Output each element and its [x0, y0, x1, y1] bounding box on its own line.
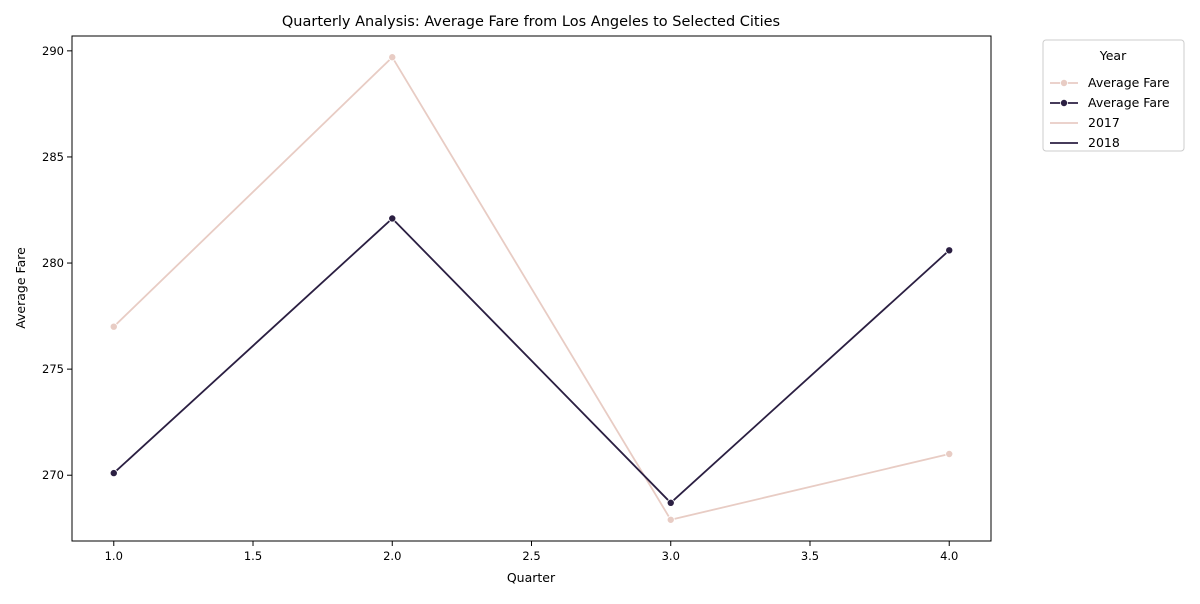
- data-point-2018-4: [945, 246, 954, 255]
- legend-frame: [1042, 39, 1185, 152]
- legend-label: Average Fare: [1088, 75, 1170, 90]
- legend-label: 2018: [1088, 135, 1120, 150]
- y-axis-label: Average Fare: [13, 247, 28, 329]
- plot-area: [109, 53, 954, 524]
- y-tick-label: 270: [42, 468, 64, 482]
- legend-swatch-marker: [1060, 99, 1069, 108]
- data-point-2017-2: [388, 53, 397, 62]
- data-point-2018-1: [109, 469, 118, 478]
- x-axis: 1.0 1.5 2.0 2.5 3.0 3.5 4.0: [105, 541, 958, 563]
- y-axis: 270 275 280 285 290: [42, 44, 72, 482]
- legend-entries: Average Fare Average Fare 2017 2018: [1050, 75, 1170, 150]
- chart-title: Quarterly Analysis: Average Fare from Lo…: [282, 14, 780, 30]
- x-tick-label: 2.5: [522, 549, 540, 563]
- data-point-2017-3: [666, 515, 675, 524]
- series-line-2017: [113, 56, 950, 521]
- legend-label: Average Fare: [1088, 95, 1170, 110]
- data-point-2017-1: [109, 322, 118, 331]
- x-axis-label: Quarter: [507, 570, 556, 585]
- legend: Year Average Fare Average Fare 2017 2018: [1042, 39, 1185, 152]
- data-point-2018-2: [388, 214, 397, 223]
- y-tick-label: 285: [42, 150, 64, 164]
- x-tick-label: 3.0: [662, 549, 680, 563]
- y-tick-label: 280: [42, 256, 64, 270]
- x-tick-label: 2.0: [383, 549, 401, 563]
- legend-label: 2017: [1088, 115, 1120, 130]
- y-tick-label: 290: [42, 44, 64, 58]
- x-tick-label: 1.0: [105, 549, 123, 563]
- data-point-2018-3: [666, 498, 675, 507]
- x-tick-label: 3.5: [801, 549, 819, 563]
- y-tick-label: 275: [42, 362, 64, 376]
- x-tick-label: 4.0: [940, 549, 958, 563]
- series-line-2018: [113, 217, 950, 504]
- legend-swatch-marker: [1060, 79, 1069, 88]
- legend-title: Year: [1099, 48, 1127, 63]
- data-point-2017-4: [945, 450, 954, 459]
- x-tick-label: 1.5: [244, 549, 262, 563]
